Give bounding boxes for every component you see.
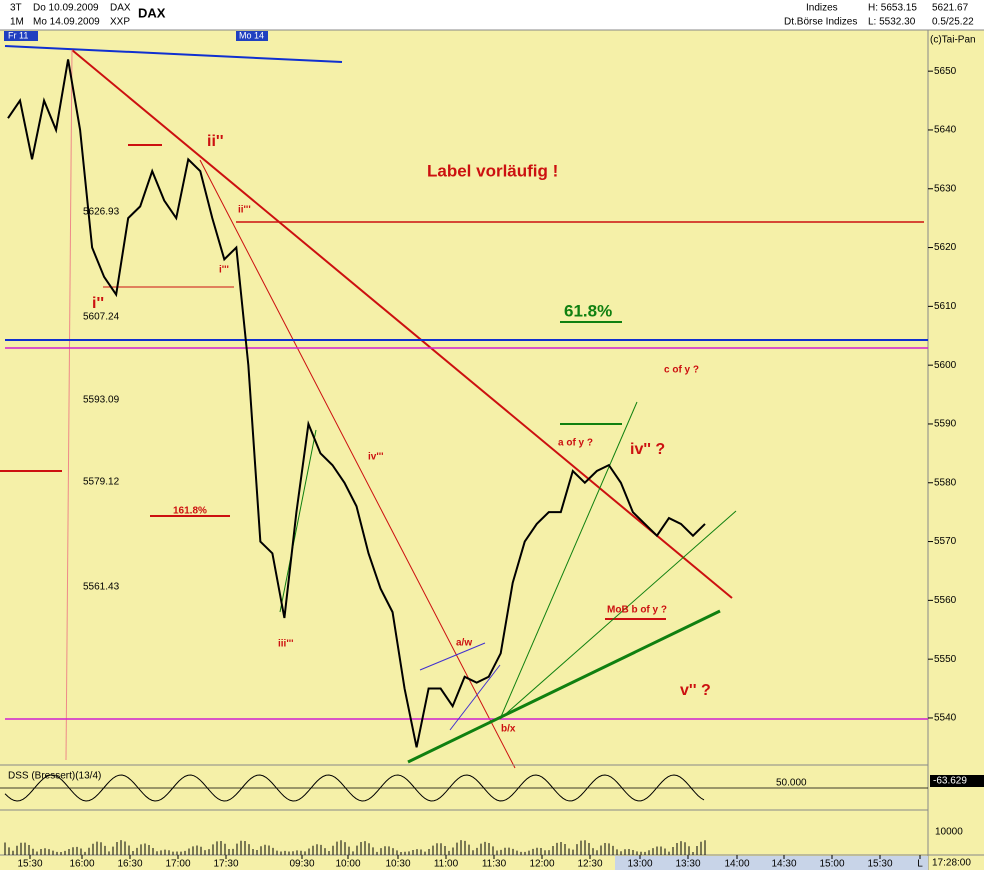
clock: 17:28:00 bbox=[932, 858, 971, 869]
indicator-badge bbox=[930, 775, 984, 787]
interval: 1M bbox=[10, 17, 24, 28]
group: Indizes bbox=[806, 3, 838, 14]
annotation: i''' bbox=[219, 265, 229, 276]
period: 3T bbox=[10, 3, 22, 14]
price-line bbox=[7, 59, 706, 748]
x-tick-label: 15:30 bbox=[867, 859, 892, 870]
day-marker: Mo 14 bbox=[239, 30, 264, 40]
y-tick-label: 5540 bbox=[934, 713, 957, 724]
x-tick-label: 09:30 bbox=[289, 859, 314, 870]
low: L: 5532.30 bbox=[868, 17, 916, 28]
annotation: b/x bbox=[501, 724, 516, 735]
annotation: a/w bbox=[456, 638, 472, 649]
y-tick-label: 5630 bbox=[934, 183, 957, 194]
title: DAX bbox=[138, 5, 166, 20]
exchange: XXP bbox=[110, 17, 130, 28]
annotation: c of y ? bbox=[664, 365, 699, 376]
from-date: Do 10.09.2009 bbox=[33, 3, 99, 14]
credit: (c)Tai-Pan bbox=[930, 35, 976, 46]
to-date: Mo 14.09.2009 bbox=[33, 17, 100, 28]
indicator-value: -63.629 bbox=[933, 776, 967, 787]
day-marker-bg bbox=[236, 31, 268, 41]
y-tick-label: 5610 bbox=[934, 301, 957, 312]
market: Dt.Börse Indizes bbox=[784, 17, 857, 28]
y-tick-label: 5640 bbox=[934, 125, 957, 136]
x-tick-label: 12:00 bbox=[529, 859, 554, 870]
change: 0.5/25.22 bbox=[932, 17, 974, 28]
x-tick-label: 16:30 bbox=[117, 859, 142, 870]
x-tick-label: 13:00 bbox=[627, 859, 652, 870]
level-label: 5626.93 bbox=[83, 207, 120, 218]
annotation: MoB b of y ? bbox=[607, 605, 667, 616]
x-tick-label: L bbox=[917, 859, 923, 870]
annotation: iii''' bbox=[278, 639, 293, 650]
y-tick-label: 5590 bbox=[934, 419, 957, 430]
future-time bbox=[615, 856, 928, 870]
level-label: 5593.09 bbox=[83, 395, 120, 406]
y-tick-label: 5620 bbox=[934, 242, 957, 253]
x-tick-label: 11:30 bbox=[482, 859, 507, 870]
y-tick-label: 5600 bbox=[934, 360, 957, 371]
x-tick-label: 14:30 bbox=[771, 859, 796, 870]
annotation: iv'' ? bbox=[630, 441, 665, 458]
x-tick-label: 12:30 bbox=[577, 859, 602, 870]
day-marker: Fr 11 bbox=[8, 30, 28, 40]
drawings bbox=[0, 45, 928, 769]
x-tick-label: 10:00 bbox=[335, 859, 360, 870]
annotation: 61.8% bbox=[564, 301, 612, 320]
symbol: DAX bbox=[110, 3, 131, 14]
x-tick-label: 13:30 bbox=[675, 859, 700, 870]
indicator-line bbox=[4, 774, 705, 802]
header-bar bbox=[0, 0, 984, 30]
level-label: 5579.12 bbox=[83, 477, 120, 488]
x-tick-label: 17:00 bbox=[165, 859, 190, 870]
annotation: ii'' bbox=[207, 133, 224, 150]
annotation: a of y ? bbox=[558, 438, 593, 449]
high: H: 5653.15 bbox=[868, 3, 917, 14]
level-label: 5607.24 bbox=[83, 312, 120, 323]
annotation: Label vorläufig ! bbox=[427, 161, 558, 180]
annotation: iv''' bbox=[368, 452, 383, 463]
volume-tick: 10000 bbox=[935, 827, 963, 838]
x-tick-label: 16:00 bbox=[69, 859, 94, 870]
y-tick-label: 5560 bbox=[934, 595, 957, 606]
y-tick-label: 5580 bbox=[934, 477, 957, 488]
level-label: 5561.43 bbox=[83, 582, 120, 593]
x-tick-label: 10:30 bbox=[385, 859, 410, 870]
last: 5621.67 bbox=[932, 3, 969, 14]
y-tick-label: 5650 bbox=[934, 66, 957, 77]
annotation: i'' bbox=[92, 295, 104, 312]
x-tick-label: 17:30 bbox=[213, 859, 238, 870]
annotation: 161.8% bbox=[173, 506, 207, 517]
y-tick-label: 5550 bbox=[934, 654, 957, 665]
x-tick-label: 15:30 bbox=[17, 859, 42, 870]
indicator-mid: 50.000 bbox=[776, 778, 807, 789]
annotations: Label vorläufig ! 61.8% 161.8% ii'' i'' … bbox=[83, 133, 711, 734]
annotation: v'' ? bbox=[680, 682, 711, 699]
x-tick-label: 15:00 bbox=[819, 859, 844, 870]
x-tick-label: 14:00 bbox=[724, 859, 749, 870]
annotation: ii''' bbox=[238, 205, 251, 216]
x-tick-label: 11:00 bbox=[434, 859, 459, 870]
y-tick-label: 5570 bbox=[934, 536, 957, 547]
indicator-name: DSS (Bressert)(13/4) bbox=[8, 771, 101, 782]
day-marker-bg bbox=[4, 31, 38, 41]
